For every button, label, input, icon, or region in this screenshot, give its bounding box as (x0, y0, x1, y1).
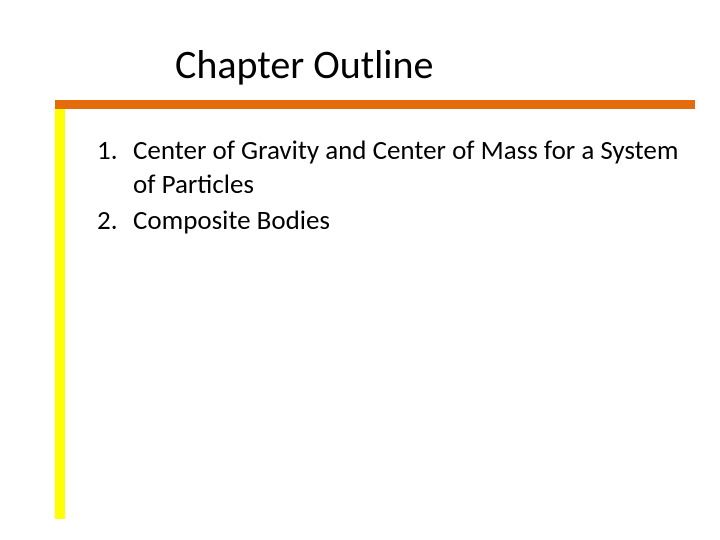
page-title: Chapter Outline (175, 40, 433, 89)
list-item: Composite Bodies (97, 204, 680, 238)
slide: Chapter Outline Center of Gravity and Ce… (0, 0, 720, 540)
outline-list: Center of Gravity and Center of Mass for… (97, 134, 680, 237)
content-area: Center of Gravity and Center of Mass for… (97, 134, 680, 239)
accent-bar (55, 109, 65, 519)
list-item: Center of Gravity and Center of Mass for… (97, 134, 680, 202)
title-underline (55, 100, 695, 109)
